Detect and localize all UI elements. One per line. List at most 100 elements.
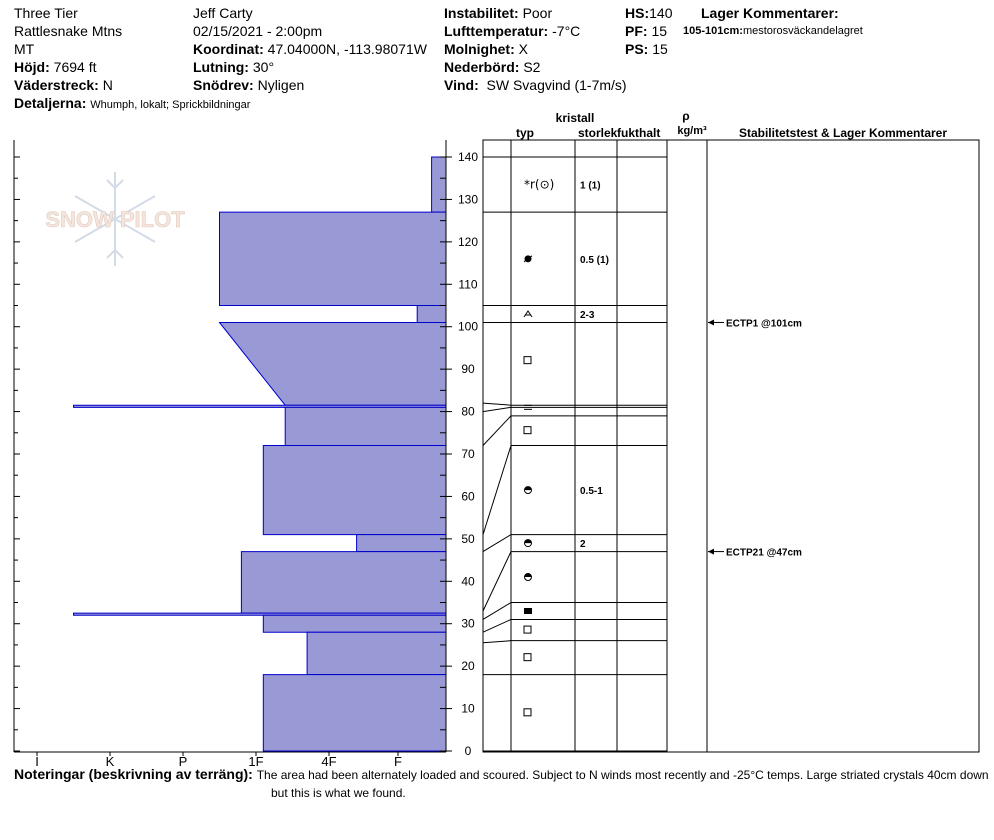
ball-slash (523, 255, 533, 263)
hardness-layer-0 (431, 156, 447, 213)
left-tick-marks (14, 156, 446, 752)
notes-line1: The area had been alternately loaded and… (256, 768, 989, 782)
half-ball-fill (524, 573, 532, 578)
hardness-layer-2 (416, 305, 447, 323)
aspect-value: N (102, 77, 113, 93)
notes-line2: but this is what we found. (271, 786, 406, 800)
layer-boundary-slant (482, 415, 512, 446)
crystal-size-label: 0.5 (1) (580, 255, 609, 266)
hardness-layer-5 (284, 406, 447, 447)
crystal-size-label: 2-3 (580, 310, 595, 321)
precip: Nederbörd: S2 (444, 58, 540, 76)
y-tick-label: 60 (461, 489, 475, 503)
y-tick-label: 110 (458, 277, 477, 291)
crystal-type-label: *r(⊙) (524, 178, 554, 192)
datetime: 02/15/2021 - 2:00pm (193, 23, 323, 39)
layer-boundary-slant (482, 619, 512, 633)
ps-value: 15 (652, 41, 668, 57)
filled-square-icon (524, 607, 532, 614)
location-name: Three Tier (14, 5, 78, 21)
pf-value: 15 (651, 23, 668, 39)
coord-value: 47.04000N, -113.98071W (267, 41, 427, 57)
crystal-size-label: 0.5-1 (580, 486, 603, 497)
col-moisture: fukthalt (617, 126, 660, 140)
snowdrift-value: Nyligen (257, 77, 305, 93)
layer-boundary-slant (482, 534, 512, 553)
y-tick-label: 30 (461, 617, 475, 631)
layer-boundaries (482, 156, 667, 752)
y-tick-label: 130 (458, 192, 478, 206)
state: MT (14, 41, 35, 57)
half-ball-fill (524, 486, 532, 491)
layer-boundary-slant (482, 402, 512, 406)
hardness-axis-labels: I K P 1F 4F F (35, 752, 402, 769)
region: Rattlesnake Mtns (14, 23, 123, 39)
layer-comment-text: mestorosväckandelagret (742, 25, 863, 37)
y-tick-label: 0 (465, 744, 472, 758)
slope-label: Lutning: (193, 59, 249, 75)
square-icon (523, 708, 532, 717)
observer: Jeff Carty (193, 5, 253, 21)
y-tick-label: 100 (458, 320, 478, 334)
stability-tests: ECTP1 @101cm ECTP21 @47cm (708, 318, 802, 559)
details-label: Detaljerna: (14, 95, 87, 111)
col-density-unit: kg/m³ (677, 125, 707, 137)
square-icon (523, 426, 532, 435)
slope: Lutning: 30° (193, 58, 274, 76)
layer-boundary-slant (482, 406, 512, 413)
x-tick-label: P (179, 754, 188, 769)
layer-table-frame (482, 139, 980, 753)
hardness-layer-8 (240, 551, 447, 614)
y-tick-label: 10 (461, 702, 475, 716)
cloud: Molnighet: X (444, 40, 528, 58)
elevation: Höjd: 7694 ft (14, 58, 96, 76)
x-tick-label: F (394, 754, 402, 769)
layer-boundary-slant (482, 602, 512, 620)
hardness-layer-12 (262, 674, 447, 752)
hardness-layer-1 (219, 211, 447, 306)
instability-label: Instabilitet: (444, 5, 519, 21)
snowpilot-watermark: SNOW PILOT (45, 172, 186, 266)
layer-comment: 105-101cm:mestorosväckandelagret (683, 22, 863, 40)
slope-value: 30° (252, 59, 275, 75)
col-type: typ (516, 126, 534, 140)
y-tick-label: 80 (461, 405, 475, 419)
watermark-text: SNOW PILOT (45, 207, 185, 232)
half-ball-fill (524, 539, 532, 544)
wind: Vind: SW Svagvind (1-7m/s) (444, 76, 627, 94)
layer-comment-depth: 105-101cm: (683, 25, 743, 37)
hs-label: HS: (625, 5, 650, 21)
col-rho: ρ (682, 109, 689, 123)
y-tick-label: 50 (461, 532, 475, 546)
x-tick-label: K (106, 754, 115, 769)
cloud-label: Molnighet: (444, 41, 515, 57)
crystal-size-label: 2 (580, 539, 586, 550)
aspect-label: Väderstreck: (14, 77, 99, 93)
hardness-profile (73, 156, 447, 752)
aspect: Väderstreck: N (14, 76, 113, 94)
hardness-layer-3 (218, 321, 447, 406)
hs-value: 140 (649, 5, 673, 21)
stability-arrow-head (708, 548, 714, 555)
stability-arrow-head (708, 319, 714, 326)
precip-label: Nederbörd: (444, 59, 520, 75)
elevation-value: 7694 ft (53, 59, 97, 75)
hardness-layer-7 (356, 534, 447, 553)
wind-value: SW Svagvind (1-7m/s) (486, 77, 627, 93)
col-stability: Stabilitetstest & Lager Kommentarer (739, 126, 947, 140)
y-tick-label: 70 (461, 447, 475, 461)
stability-test-label: ECTP21 @47cm (726, 548, 802, 559)
x-tick-label: I (35, 754, 39, 769)
y-tick-label: 140 (458, 150, 478, 164)
elevation-label: Höjd: (14, 59, 50, 75)
coordinate: Koordinat: 47.04000N, -113.98071W (193, 40, 427, 58)
hardness-layer-10 (262, 614, 447, 633)
y-tick-label: 20 (461, 659, 475, 673)
layer-crystal-types: *r(⊙) 1 (1) 0.5 (1) 2-3 0.5-1 2 (523, 178, 609, 717)
layer-boundary-slant (482, 640, 512, 644)
y-tick-label: 40 (461, 574, 475, 588)
hardness-layer-6 (262, 445, 447, 536)
square-icon (523, 653, 532, 662)
instability-value: Poor (522, 5, 553, 21)
